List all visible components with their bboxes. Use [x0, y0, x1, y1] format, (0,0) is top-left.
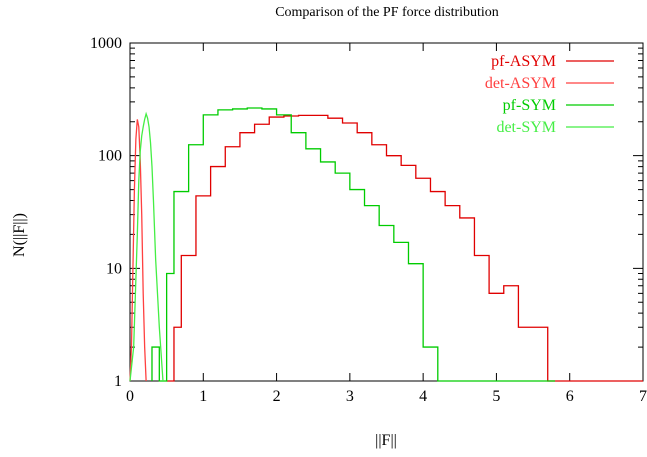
series-line-det-ASYM [129, 119, 147, 382]
y-tick-label: 1 [114, 373, 122, 390]
x-axis-label: ||F|| [375, 432, 397, 449]
chart-title: Comparison of the PF force distribution [275, 5, 499, 20]
y-tick-label: 10 [106, 260, 122, 277]
legend-label: pf-SYM [503, 97, 556, 114]
x-tick-label: 6 [566, 388, 574, 405]
x-tick-label: 4 [419, 388, 427, 405]
x-tick-label: 1 [199, 388, 207, 405]
y-tick-label: 1000 [90, 35, 122, 52]
x-tick-label: 3 [346, 388, 354, 405]
x-tick-label: 7 [639, 388, 647, 405]
x-tick-label: 5 [492, 388, 500, 405]
legend-label: pf-ASYM [491, 53, 556, 70]
series-line-pf-SYM [151, 107, 556, 382]
legend-label: det-SYM [496, 119, 556, 136]
legend-label: det-ASYM [485, 75, 556, 92]
x-tick-label: 0 [126, 388, 134, 405]
x-tick-label: 2 [273, 388, 281, 405]
plot-frame [129, 42, 644, 382]
y-tick-label: 100 [98, 148, 122, 165]
series-line-det-SYM [129, 111, 164, 382]
x-ticks: 0 1 2 3 4 5 6 7 [126, 43, 647, 405]
series-line-pf-ASYM [166, 114, 643, 382]
y-ticks: 1 10 100 1000 [90, 35, 643, 390]
y-axis-label: N(||F||) [11, 213, 28, 257]
legend: pf-ASYM det-ASYM pf-SYM det-SYM [485, 53, 614, 136]
series-layer [129, 107, 643, 382]
